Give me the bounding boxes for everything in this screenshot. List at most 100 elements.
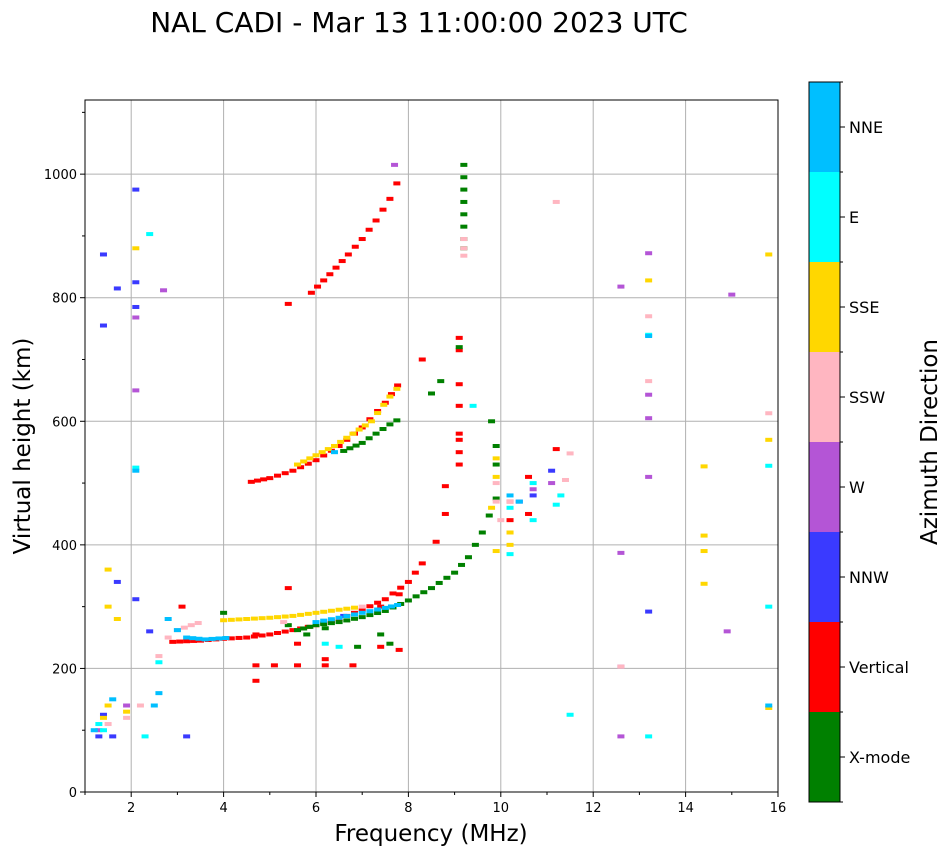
echo-mark	[381, 400, 389, 405]
echo-mark	[515, 499, 523, 504]
echo-mark	[455, 431, 463, 436]
echo-mark	[700, 581, 708, 586]
echo-mark	[492, 499, 500, 504]
echo-mark	[492, 549, 500, 554]
echo-mark	[132, 280, 140, 285]
echo-mark	[469, 403, 477, 408]
echo-mark	[386, 641, 394, 646]
echo-mark	[645, 278, 653, 283]
echo-mark	[220, 618, 228, 623]
echo-mark	[460, 187, 468, 192]
echo-mark	[344, 252, 352, 257]
y-axis: 0 200 400 600 800 1000	[44, 111, 85, 801]
echo-mark	[335, 620, 343, 625]
echo-mark	[297, 465, 305, 470]
series-x-mode	[220, 162, 500, 649]
echo-mark	[330, 444, 338, 448]
echo-mark	[455, 345, 463, 350]
echo-mark	[366, 613, 374, 618]
echo-mark	[506, 493, 514, 498]
echo-mark	[460, 237, 468, 242]
echo-mark	[351, 605, 358, 610]
echo-mark	[765, 703, 773, 708]
echo-mark	[187, 623, 195, 628]
echo-mark	[349, 663, 357, 668]
echo-mark	[252, 663, 260, 668]
echo-mark	[432, 539, 440, 544]
echo-mark	[266, 615, 274, 620]
echo-mark	[180, 625, 188, 630]
echo-mark	[146, 232, 154, 237]
echo-mark	[274, 615, 281, 620]
echo-mark	[352, 443, 360, 448]
echo-mark	[337, 439, 345, 444]
echo-mark	[349, 431, 357, 436]
echo-mark	[381, 597, 389, 602]
echo-mark	[358, 604, 366, 609]
echo-mark	[327, 617, 335, 622]
echo-mark	[372, 218, 380, 223]
echo-mark	[194, 621, 202, 626]
echo-mark	[492, 474, 500, 479]
echo-mark	[381, 605, 389, 610]
echo-mark	[280, 620, 288, 625]
echo-mark	[99, 712, 107, 717]
series-vertical	[169, 181, 560, 683]
echo-mark	[441, 511, 449, 516]
colorbar-category-label: SSE	[849, 298, 879, 317]
y-tick-label: 1000	[44, 168, 77, 183]
colorbar-swatch	[809, 532, 840, 622]
echo-mark	[492, 444, 500, 448]
echo-mark	[95, 722, 103, 727]
echo-mark	[765, 705, 773, 710]
echo-mark	[455, 382, 463, 387]
echo-mark	[335, 644, 343, 649]
echo-mark	[220, 610, 228, 615]
echo-mark	[346, 446, 354, 451]
echo-mark	[418, 357, 426, 362]
echo-mark	[488, 419, 496, 424]
y-tick-label: 800	[52, 292, 77, 307]
echo-mark	[247, 479, 255, 484]
echo-mark	[320, 622, 328, 627]
echo-mark	[123, 709, 131, 714]
echo-mark	[104, 604, 112, 609]
echo-mark	[418, 561, 426, 566]
echo-mark	[222, 635, 230, 640]
echo-mark	[358, 440, 366, 445]
echo-mark	[391, 162, 399, 167]
echo-mark	[294, 628, 302, 633]
echo-mark	[460, 253, 468, 258]
echo-mark	[300, 459, 308, 464]
echo-mark	[284, 586, 292, 591]
x-axis: 2 4 6 8 10 12 14 16	[84, 792, 786, 816]
echo-mark	[155, 660, 163, 665]
echo-mark	[358, 615, 366, 620]
echo-mark	[252, 632, 260, 637]
echo-mark	[320, 609, 328, 614]
echo-mark	[365, 227, 373, 232]
echo-mark	[645, 314, 653, 319]
echo-mark	[320, 278, 328, 283]
colorbar-frame	[808, 81, 841, 803]
echo-mark	[252, 678, 260, 683]
echo-mark	[141, 734, 149, 739]
echo-mark	[379, 427, 387, 432]
echo-mark	[321, 641, 329, 646]
echo-mark	[332, 265, 340, 270]
echo-mark	[307, 290, 315, 295]
echo-mark	[455, 437, 463, 442]
echo-mark	[183, 639, 191, 644]
echo-mark	[451, 570, 459, 575]
colorbar: X-mode Vertical NNW W SSW SSE E NNE	[808, 81, 910, 803]
echo-mark	[132, 304, 140, 309]
echo-mark	[765, 437, 773, 442]
echo-mark	[617, 550, 625, 555]
echo-mark	[123, 703, 131, 708]
colorbar-swatch	[809, 82, 840, 172]
echo-mark	[492, 456, 500, 461]
echo-mark	[160, 288, 168, 293]
echo-mark	[227, 617, 235, 622]
echo-mark	[326, 272, 334, 277]
echo-mark	[155, 654, 163, 659]
